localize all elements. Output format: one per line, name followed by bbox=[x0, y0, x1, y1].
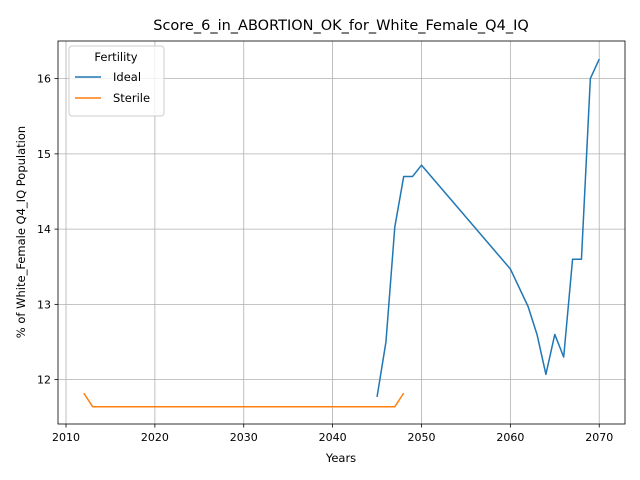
legend-label-ideal: Ideal bbox=[113, 70, 141, 84]
x-axis-ticks: 2010 2020 2030 2040 2050 2060 2070 bbox=[52, 424, 613, 444]
y-tick-label: 12 bbox=[37, 374, 51, 387]
plot-frame bbox=[57, 40, 626, 425]
y-tick-label: 16 bbox=[37, 73, 51, 86]
y-tick-label: 13 bbox=[37, 298, 51, 311]
x-tick-label: 2070 bbox=[585, 431, 613, 444]
y-axis-ticks: 12 13 14 15 16 bbox=[37, 73, 58, 387]
x-tick-label: 2050 bbox=[407, 431, 435, 444]
legend: Fertility Ideal Sterile bbox=[68, 45, 165, 117]
x-tick-label: 2060 bbox=[496, 431, 524, 444]
x-tick-label: 2010 bbox=[52, 431, 80, 444]
y-tick-label: 15 bbox=[37, 148, 51, 161]
series-line-ideal bbox=[376, 58, 600, 398]
x-axis-label: Years bbox=[325, 451, 356, 465]
series-layer bbox=[83, 58, 600, 408]
x-tick-label: 2020 bbox=[141, 431, 169, 444]
legend-title: Fertility bbox=[94, 50, 137, 64]
y-gridlines bbox=[58, 78, 625, 381]
x-gridlines bbox=[65, 41, 600, 424]
x-tick-label: 2030 bbox=[230, 431, 258, 444]
y-tick-label: 14 bbox=[37, 223, 51, 236]
y-axis-label: % of White_Female Q4_IQ Population bbox=[14, 126, 28, 338]
legend-label-sterile: Sterile bbox=[113, 91, 150, 105]
series-line-sterile bbox=[83, 392, 405, 408]
chart-title: Score_6_in_ABORTION_OK_for_White_Female_… bbox=[153, 18, 529, 34]
x-tick-label: 2040 bbox=[319, 431, 347, 444]
